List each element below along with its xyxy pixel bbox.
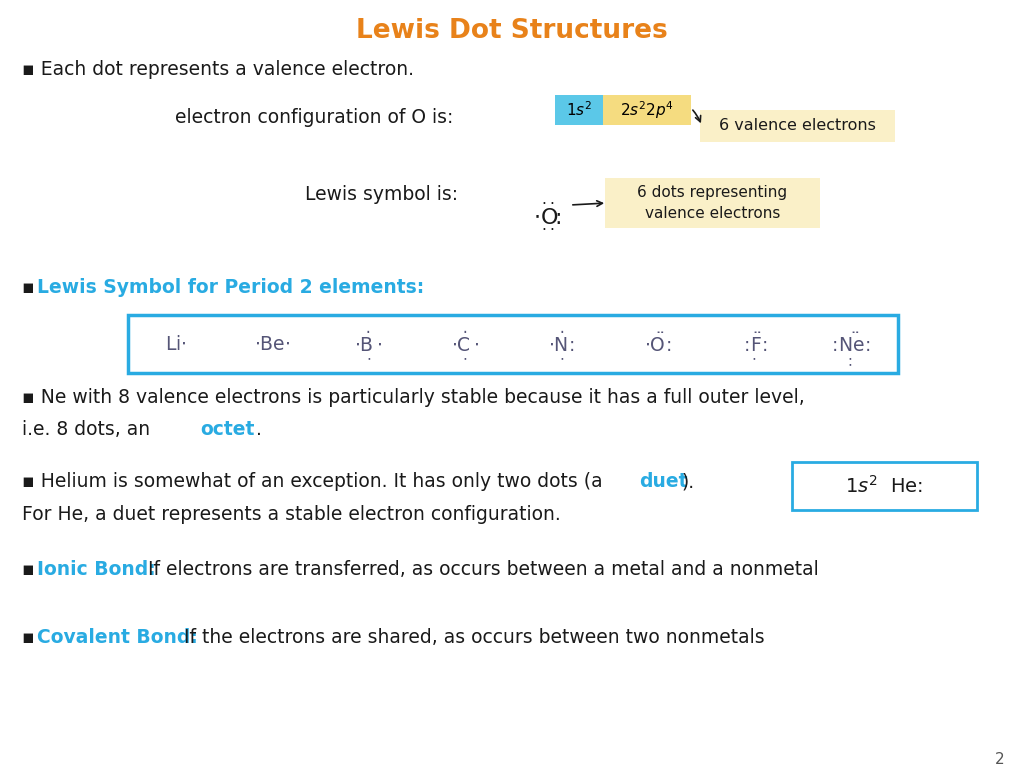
Text: Lewis symbol is:: Lewis symbol is: bbox=[305, 185, 458, 204]
Text: $\cdot\dot{\mathrm{N}}\!:$: $\cdot\dot{\mathrm{N}}\!:$ bbox=[548, 332, 574, 356]
Text: duet: duet bbox=[639, 472, 687, 491]
Text: $\cdot$: $\cdot$ bbox=[847, 356, 852, 372]
FancyBboxPatch shape bbox=[605, 178, 820, 228]
FancyBboxPatch shape bbox=[792, 462, 977, 510]
Text: i.e. 8 dots, an: i.e. 8 dots, an bbox=[22, 420, 156, 439]
Text: ▪: ▪ bbox=[22, 560, 41, 579]
Text: 6 dots representing
valence electrons: 6 dots representing valence electrons bbox=[637, 185, 787, 221]
Text: Li$\cdot$: Li$\cdot$ bbox=[165, 335, 187, 353]
Text: $1s^2$  He:: $1s^2$ He: bbox=[846, 475, 924, 497]
Text: Lewis Symbol for Period 2 elements:: Lewis Symbol for Period 2 elements: bbox=[37, 278, 424, 297]
Text: $:\!\ddot{\mathrm{Ne}}\!:$: $:\!\ddot{\mathrm{Ne}}\!:$ bbox=[828, 332, 871, 356]
Text: $\cdot\ddot{\mathrm{O}}\!:$: $\cdot\ddot{\mathrm{O}}\!:$ bbox=[644, 332, 671, 356]
Text: 2: 2 bbox=[995, 752, 1005, 767]
Text: $:\!\ddot{\mathrm{F}}\!:$: $:\!\ddot{\mathrm{F}}\!:$ bbox=[739, 332, 768, 356]
Text: If the electrons are shared, as occurs between two nonmetals: If the electrons are shared, as occurs b… bbox=[178, 628, 765, 647]
Text: $\cdot$: $\cdot$ bbox=[847, 350, 852, 366]
Text: electron configuration of O is:: electron configuration of O is: bbox=[175, 108, 454, 127]
Text: If electrons are transferred, as occurs between a metal and a nonmetal: If electrons are transferred, as occurs … bbox=[142, 560, 819, 579]
Text: Ionic Bond:: Ionic Bond: bbox=[37, 560, 156, 579]
Text: $1s^2$: $1s^2$ bbox=[566, 101, 592, 119]
Text: ▪ Helium is somewhat of an exception. It has only two dots (a: ▪ Helium is somewhat of an exception. It… bbox=[22, 472, 608, 491]
Text: $\cdot$: $\cdot$ bbox=[462, 350, 468, 366]
Text: ▪ Each dot represents a valence electron.: ▪ Each dot represents a valence electron… bbox=[22, 60, 414, 79]
Text: ▪ Ne with 8 valence electrons is particularly stable because it has a full outer: ▪ Ne with 8 valence electrons is particu… bbox=[22, 388, 805, 407]
Text: .: . bbox=[256, 420, 262, 439]
Text: Covalent Bond:: Covalent Bond: bbox=[37, 628, 198, 647]
Text: ▪: ▪ bbox=[22, 278, 41, 297]
Text: $\cdot\overset{..}{\underset{..}{\mathrm{O}}}\!\!:$: $\cdot\overset{..}{\underset{..}{\mathrm… bbox=[534, 200, 561, 233]
Text: ▪: ▪ bbox=[22, 628, 41, 647]
FancyBboxPatch shape bbox=[700, 110, 895, 142]
Text: $\cdot$: $\cdot$ bbox=[751, 350, 757, 366]
Text: $\cdot\dot{\mathrm{B}}\cdot$: $\cdot\dot{\mathrm{B}}\cdot$ bbox=[354, 332, 383, 356]
FancyBboxPatch shape bbox=[603, 95, 691, 125]
Text: $2s^22p^4$: $2s^22p^4$ bbox=[621, 99, 674, 121]
Text: For He, a duet represents a stable electron configuration.: For He, a duet represents a stable elect… bbox=[22, 505, 561, 524]
Text: $\cdot\dot{\mathrm{C}}\cdot$: $\cdot\dot{\mathrm{C}}\cdot$ bbox=[451, 332, 479, 356]
Text: ).: ). bbox=[682, 472, 695, 491]
Text: $\cdot$: $\cdot$ bbox=[558, 350, 564, 366]
FancyBboxPatch shape bbox=[555, 95, 603, 125]
Text: Lewis Dot Structures: Lewis Dot Structures bbox=[356, 18, 668, 44]
Text: $\cdot$: $\cdot$ bbox=[366, 350, 372, 366]
FancyBboxPatch shape bbox=[128, 315, 898, 373]
Text: $\cdot$Be$\cdot$: $\cdot$Be$\cdot$ bbox=[254, 335, 291, 353]
Text: 6 valence electrons: 6 valence electrons bbox=[719, 118, 876, 134]
Text: octet: octet bbox=[200, 420, 254, 439]
